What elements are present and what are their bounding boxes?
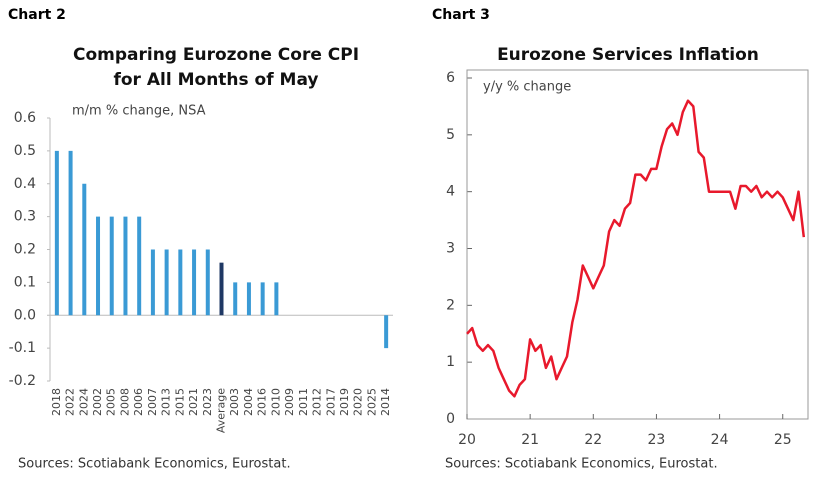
x-tick-label: 2016 <box>256 388 269 416</box>
x-tick-label: 2007 <box>146 388 159 416</box>
x-tick-label: 2013 <box>160 388 173 416</box>
bar <box>260 282 265 316</box>
bar <box>150 249 155 316</box>
x-tick-label: 2015 <box>173 388 186 416</box>
x-tick-label: 2024 <box>77 388 90 416</box>
y-tick-label: 5 <box>446 127 455 143</box>
y-tick-label: 0.1 <box>14 274 36 290</box>
x-tick-label: 24 <box>711 432 729 448</box>
x-tick-label: 2004 <box>242 388 255 416</box>
chart-title: Eurozone Services Inflation <box>497 45 759 65</box>
chart-label: Chart 3 <box>432 7 490 23</box>
x-tick-label: 2012 <box>311 388 324 416</box>
source: Sources: Scotiabank Economics, Eurostat. <box>445 457 718 472</box>
subtitle: y/y % change <box>483 80 571 95</box>
x-tick-label: 2008 <box>118 388 131 416</box>
x-tick-label: 2005 <box>105 388 118 416</box>
bar <box>96 216 101 316</box>
y-tick-label: 0.0 <box>14 307 36 323</box>
y-tick-label: -0.1 <box>9 340 36 356</box>
x-tick-label: 23 <box>648 432 666 448</box>
bar <box>192 249 197 316</box>
x-tick-label: 2019 <box>338 388 351 416</box>
y-tick-label: 0.5 <box>14 143 36 159</box>
bar <box>205 249 210 316</box>
subtitle: m/m % change, NSA <box>72 104 206 119</box>
x-tick-label: 2009 <box>283 388 296 416</box>
bar <box>109 216 114 316</box>
bar <box>68 150 73 316</box>
y-tick-label: 0.6 <box>14 110 36 126</box>
bar <box>164 249 169 316</box>
y-tick-label: 4 <box>446 184 455 200</box>
chart-label: Chart 2 <box>8 7 66 23</box>
x-tick-label: 2025 <box>365 388 378 416</box>
y-tick-label: 0.2 <box>14 242 36 258</box>
chart-title: Comparing Eurozone Core CPI <box>73 45 359 65</box>
bar <box>233 282 238 316</box>
y-tick-label: 2 <box>446 297 455 313</box>
bar <box>274 282 279 316</box>
x-tick-label: 2010 <box>269 388 282 416</box>
x-tick-label: 2023 <box>201 388 214 416</box>
x-tick-label: 2006 <box>132 388 145 416</box>
y-tick-label: 0.4 <box>14 176 36 192</box>
bar <box>82 183 87 316</box>
x-tick-label: 2003 <box>228 388 241 416</box>
source: Sources: Scotiabank Economics, Eurostat. <box>18 457 291 472</box>
chart-title: for All Months of May <box>113 70 318 90</box>
bar <box>123 216 128 316</box>
x-tick-label: 2014 <box>379 388 392 416</box>
x-tick-label: 20 <box>458 432 476 448</box>
bar <box>384 315 389 349</box>
bar <box>137 216 142 316</box>
x-tick-label: 25 <box>774 432 792 448</box>
x-tick-label: 21 <box>521 432 539 448</box>
y-tick-label: 0 <box>446 411 455 427</box>
bar <box>178 249 183 316</box>
line <box>466 99 806 398</box>
plot-frame <box>466 69 809 420</box>
x-tick-label: 2011 <box>297 388 310 416</box>
y-tick-label: 1 <box>446 354 455 370</box>
x-tick-label: 2018 <box>50 388 63 416</box>
x-tick-label: 2017 <box>324 388 337 416</box>
y-tick-label: -0.2 <box>9 373 36 389</box>
x-tick-label: 2022 <box>64 388 77 416</box>
bar <box>54 150 59 316</box>
x-tick-label: 2002 <box>91 388 104 416</box>
bar <box>246 282 251 316</box>
y-tick-label: 6 <box>446 70 455 86</box>
x-tick-label: 2021 <box>187 388 200 416</box>
x-tick-label: Average <box>215 388 228 433</box>
x-tick-label: 22 <box>584 432 602 448</box>
y-tick-label: 3 <box>446 241 455 257</box>
x-tick-label: 2020 <box>352 388 365 416</box>
bar <box>219 262 224 316</box>
y-tick-label: 0.3 <box>14 209 36 225</box>
